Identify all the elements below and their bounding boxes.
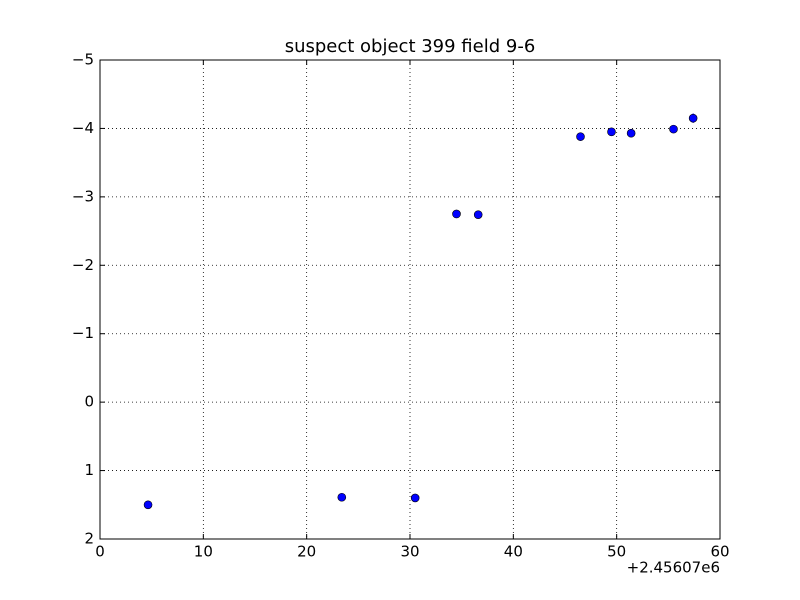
x-tick-label: 30 [400, 543, 419, 561]
point [452, 209, 461, 219]
x-offset-label: +2.45607e6 [627, 559, 720, 577]
plot-frame [99, 59, 721, 540]
x-tick-label: 40 [504, 543, 523, 561]
y-tick-label: −2 [72, 256, 94, 274]
x-tick-label: 20 [297, 543, 316, 561]
y-tick-label: −1 [72, 324, 94, 342]
x-tick-label: 0 [95, 543, 105, 561]
point [143, 500, 153, 510]
y-tick-label: 1 [84, 461, 94, 479]
point [576, 132, 585, 141]
point [626, 128, 636, 138]
y-tick-label: −5 [72, 51, 94, 69]
point [337, 492, 347, 502]
y-tick-label: −4 [72, 119, 94, 137]
point [688, 113, 698, 123]
point [473, 210, 483, 219]
y-tick-label: −3 [72, 187, 94, 205]
x-tick-label: 60 [710, 543, 729, 561]
chart-title: suspect object 399 field 9-6 [285, 36, 536, 57]
point [669, 124, 678, 134]
y-tick-label: 0 [84, 393, 94, 411]
point [607, 127, 616, 137]
y-tick-label: 2 [84, 530, 94, 548]
x-tick-label: 50 [607, 543, 626, 561]
x-tick-label: 10 [194, 543, 213, 561]
point [410, 493, 420, 503]
